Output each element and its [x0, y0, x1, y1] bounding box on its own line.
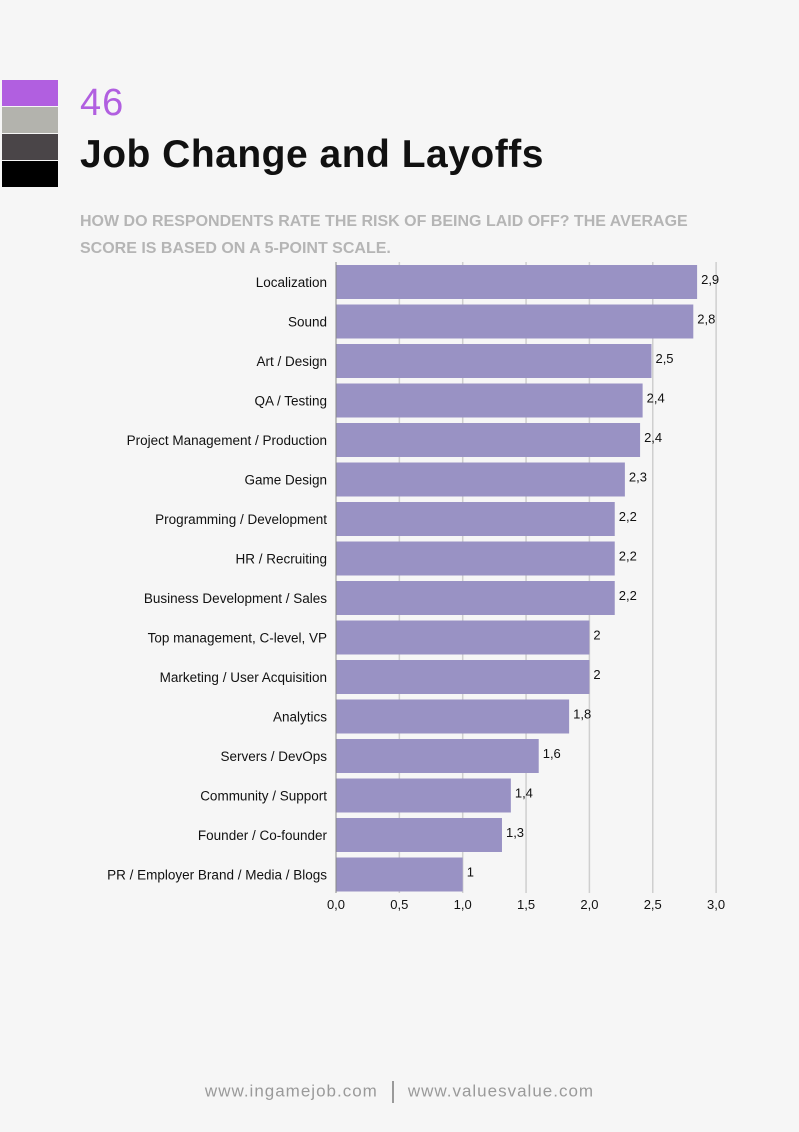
- data-label: 1,8: [573, 707, 591, 722]
- x-tick-label: 2,5: [644, 897, 662, 912]
- data-label: 2,5: [655, 351, 673, 366]
- chart-subtitle: HOW DO RESPONDENTS RATE THE RISK OF BEIN…: [80, 213, 688, 257]
- swatch-dark: [2, 134, 58, 160]
- category-label: Top management, C-level, VP: [148, 631, 327, 646]
- x-tick-label: 1,0: [454, 897, 472, 912]
- x-tick-label: 0,0: [327, 897, 345, 912]
- bar: [336, 462, 625, 497]
- bar: [336, 383, 643, 418]
- category-label: Servers / DevOps: [220, 749, 327, 764]
- bar: [336, 581, 615, 615]
- swatch-purple: [2, 80, 58, 106]
- bar: [336, 778, 511, 813]
- bar: [336, 739, 539, 773]
- x-tick-label: 0,5: [390, 897, 408, 912]
- data-label: 2,9: [701, 272, 719, 287]
- footer-link-valuesvalue[interactable]: www.valuesvalue.com: [407, 1081, 595, 1101]
- bar: [336, 541, 615, 576]
- data-label: 2: [593, 667, 600, 682]
- data-label: 2: [593, 628, 600, 643]
- bar: [336, 344, 652, 378]
- data-label: 1,4: [515, 786, 533, 801]
- bar: [336, 265, 698, 299]
- category-label: PR / Employer Brand / Media / Blogs: [107, 868, 327, 883]
- footer-separator: [391, 1081, 394, 1103]
- data-label: 2,2: [619, 509, 637, 524]
- data-label: 2,2: [619, 588, 637, 603]
- category-label: Founder / Co-founder: [198, 828, 328, 843]
- category-label: Game Design: [244, 473, 327, 488]
- data-label: 2,4: [644, 430, 662, 445]
- x-tick-label: 1,5: [517, 897, 535, 912]
- data-label: 2,8: [697, 312, 715, 327]
- color-swatches: [2, 80, 58, 188]
- x-tick-label: 2,0: [580, 897, 598, 912]
- category-label: Localization: [256, 275, 327, 290]
- bar: [336, 699, 570, 734]
- category-label: Business Development / Sales: [144, 591, 327, 606]
- footer-link-ingamejob[interactable]: www.ingamejob.com: [204, 1081, 378, 1101]
- category-label: Marketing / User Acquisition: [160, 670, 327, 685]
- data-label: 1,6: [543, 746, 561, 761]
- category-label: Community / Support: [200, 789, 327, 804]
- bar: [336, 423, 641, 457]
- x-tick-label: 3,0: [707, 897, 725, 912]
- swatch-black: [2, 161, 58, 187]
- category-label: Analytics: [273, 710, 327, 725]
- category-label: Art / Design: [256, 354, 327, 369]
- bar: [336, 660, 590, 694]
- category-label: Project Management / Production: [127, 433, 327, 448]
- data-label: 2,4: [647, 391, 665, 406]
- category-label: HR / Recruiting: [235, 552, 327, 567]
- bar: [336, 304, 694, 339]
- bar: [336, 818, 502, 852]
- category-label: Sound: [288, 315, 327, 330]
- bar: [336, 620, 590, 655]
- data-label: 1,3: [506, 825, 524, 840]
- data-label: 2,3: [629, 470, 647, 485]
- category-label: QA / Testing: [254, 394, 327, 409]
- page-title: Job Change and Layoffs: [80, 133, 544, 176]
- data-label: 2,2: [619, 549, 637, 564]
- data-label: 1: [467, 865, 474, 880]
- page-number: 46: [80, 82, 125, 124]
- category-label: Programming / Development: [155, 512, 327, 527]
- swatch-gray: [2, 107, 58, 133]
- bar: [336, 857, 463, 892]
- footer: www.ingamejob.com www.valuesvalue.com: [0, 1081, 799, 1103]
- bar: [336, 502, 615, 536]
